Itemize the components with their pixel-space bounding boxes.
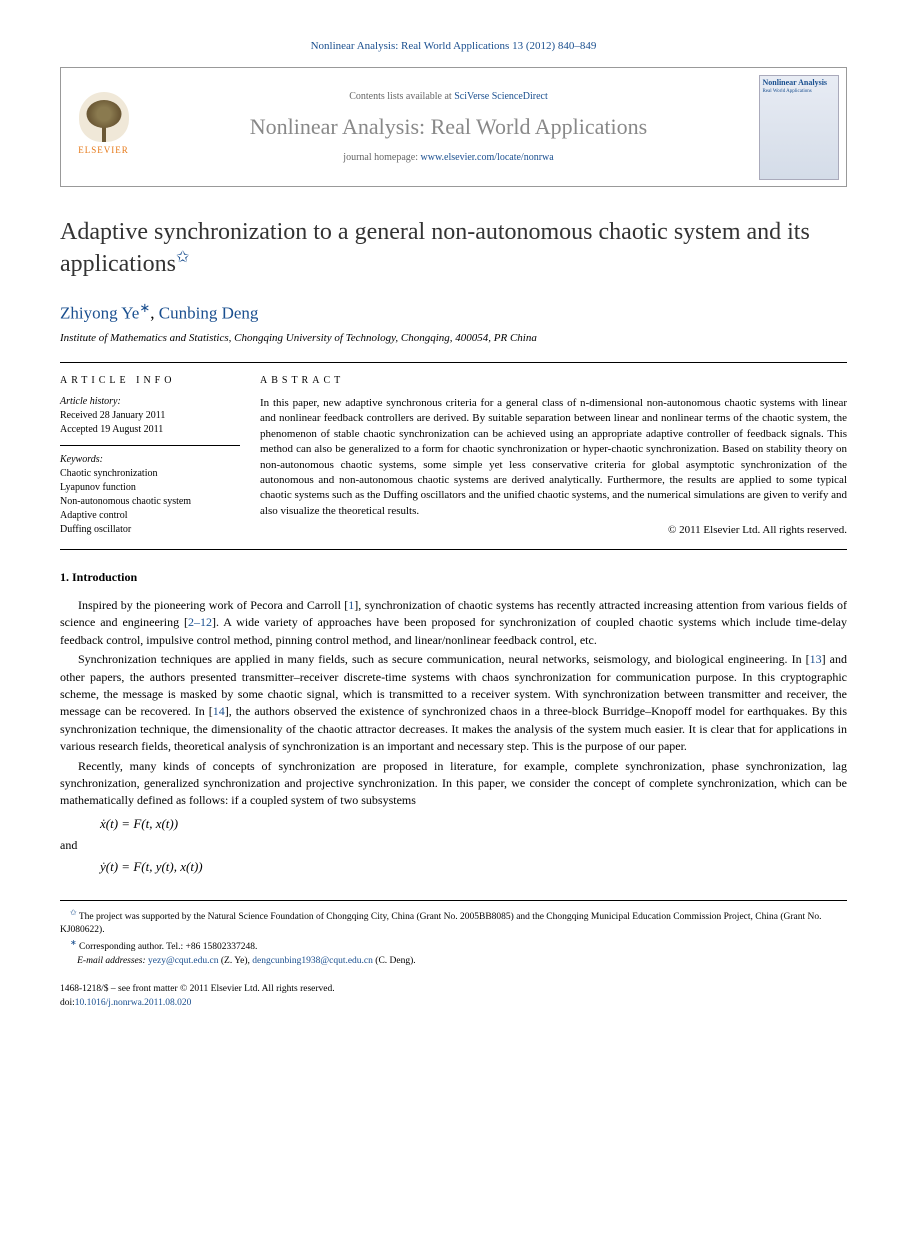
title-text: Adaptive synchronization to a general no… xyxy=(60,219,810,277)
elsevier-tree-icon xyxy=(79,92,129,142)
keyword-4: Adaptive control xyxy=(60,509,240,523)
journal-homepage: journal homepage: www.elsevier.com/locat… xyxy=(156,152,741,163)
abstract-header: ABSTRACT xyxy=(260,375,847,386)
introduction-section: 1. Introduction Inspired by the pioneeri… xyxy=(60,570,847,875)
cover-subtitle: Real World Applications xyxy=(763,89,835,94)
email-2[interactable]: dengcunbing1938@cqut.edu.cn xyxy=(252,956,373,966)
keywords-label: Keywords: xyxy=(60,454,240,465)
ref-13[interactable]: 13 xyxy=(810,652,822,666)
doi-line: doi:10.1016/j.nonrwa.2011.08.020 xyxy=(60,997,847,1010)
keyword-5: Duffing oscillator xyxy=(60,523,240,537)
p1-text-a: Inspired by the pioneering work of Pecor… xyxy=(78,598,348,612)
elsevier-name: ELSEVIER xyxy=(78,145,129,155)
keywords-block: Keywords: Chaotic synchronization Lyapun… xyxy=(60,454,240,537)
intro-heading: 1. Introduction xyxy=(60,570,847,585)
authors-line: Zhiyong Ye∗, Cunbing Deng xyxy=(60,300,847,324)
funding-star-icon: ✩ xyxy=(70,908,77,917)
doi-link[interactable]: 10.1016/j.nonrwa.2011.08.020 xyxy=(75,998,192,1008)
author-1[interactable]: Zhiyong Ye xyxy=(60,304,139,323)
abstract-copyright: © 2011 Elsevier Ltd. All rights reserved… xyxy=(260,524,847,536)
divider-bottom xyxy=(60,549,847,550)
corresponding-footnote: ∗ Corresponding author. Tel.: +86 158023… xyxy=(60,937,847,954)
affiliation: Institute of Mathematics and Statistics,… xyxy=(60,332,847,344)
funding-text: The project was supported by the Natural… xyxy=(60,912,822,935)
ref-2-12[interactable]: 2–12 xyxy=(188,615,212,629)
email-2-name: (C. Deng). xyxy=(373,956,416,966)
homepage-link[interactable]: www.elsevier.com/locate/nonrwa xyxy=(421,152,554,163)
doi-label: doi: xyxy=(60,998,75,1008)
email-1-name: (Z. Ye), xyxy=(219,956,253,966)
email-label: E-mail addresses: xyxy=(77,956,148,966)
article-history-block: Article history: Received 28 January 201… xyxy=(60,396,240,446)
corr-star-icon: ∗ xyxy=(70,938,77,947)
article-title: Adaptive synchronization to a general no… xyxy=(60,217,847,280)
info-abstract-row: ARTICLE INFO Article history: Received 2… xyxy=(60,375,847,537)
issn-line: 1468-1218/$ – see front matter © 2011 El… xyxy=(60,983,847,996)
header-center: Contents lists available at SciVerse Sci… xyxy=(146,68,751,186)
accepted-date: Accepted 19 August 2011 xyxy=(60,423,240,437)
journal-cover-thumbnail: Nonlinear Analysis Real World Applicatio… xyxy=(759,75,839,180)
corresponding-star: ∗ xyxy=(139,300,150,315)
email-1[interactable]: yezy@cqut.edu.cn xyxy=(148,956,218,966)
footnotes: ✩ The project was supported by the Natur… xyxy=(60,900,847,969)
article-info-header: ARTICLE INFO xyxy=(60,375,240,386)
cover-title: Nonlinear Analysis xyxy=(763,79,835,88)
and-connector: and xyxy=(60,838,847,853)
sciencedirect-link[interactable]: SciVerse ScienceDirect xyxy=(454,91,548,102)
journal-header: ELSEVIER Contents lists available at Sci… xyxy=(60,67,847,187)
citation-line: Nonlinear Analysis: Real World Applicati… xyxy=(60,40,847,52)
equation-2: ẏ(t) = F(t, y(t), x(t)) xyxy=(100,859,847,875)
contents-available: Contents lists available at SciVerse Sci… xyxy=(156,91,741,102)
contents-prefix: Contents lists available at xyxy=(349,91,454,102)
keyword-2: Lyapunov function xyxy=(60,481,240,495)
title-footnote-star: ✩ xyxy=(176,249,189,266)
bottom-info: 1468-1218/$ – see front matter © 2011 El… xyxy=(60,983,847,1010)
p2-text-a: Synchronization techniques are applied i… xyxy=(78,652,810,666)
email-footnote: E-mail addresses: yezy@cqut.edu.cn (Z. Y… xyxy=(60,955,847,968)
publisher-logo-area: ELSEVIER xyxy=(61,68,146,186)
received-date: Received 28 January 2011 xyxy=(60,409,240,423)
intro-para-3: Recently, many kinds of concepts of sync… xyxy=(60,758,847,810)
funding-footnote: ✩ The project was supported by the Natur… xyxy=(60,907,847,938)
intro-para-2: Synchronization techniques are applied i… xyxy=(60,651,847,755)
corr-text: Corresponding author. Tel.: +86 15802337… xyxy=(79,943,257,953)
ref-14[interactable]: 14 xyxy=(213,704,225,718)
history-label: Article history: xyxy=(60,396,240,407)
abstract-column: ABSTRACT In this paper, new adaptive syn… xyxy=(260,375,847,537)
abstract-text: In this paper, new adaptive synchronous … xyxy=(260,396,847,519)
cover-thumbnail-area: Nonlinear Analysis Real World Applicatio… xyxy=(751,68,846,186)
keyword-3: Non-autonomous chaotic system xyxy=(60,495,240,509)
homepage-prefix: journal homepage: xyxy=(343,152,420,163)
article-info-column: ARTICLE INFO Article history: Received 2… xyxy=(60,375,260,537)
divider-top xyxy=(60,362,847,363)
equation-1: ẋ(t) = F(t, x(t)) xyxy=(100,816,847,832)
intro-para-1: Inspired by the pioneering work of Pecor… xyxy=(60,597,847,649)
journal-name: Nonlinear Analysis: Real World Applicati… xyxy=(156,114,741,140)
keyword-1: Chaotic synchronization xyxy=(60,467,240,481)
author-2[interactable]: Cunbing Deng xyxy=(159,304,259,323)
elsevier-logo: ELSEVIER xyxy=(74,92,134,162)
